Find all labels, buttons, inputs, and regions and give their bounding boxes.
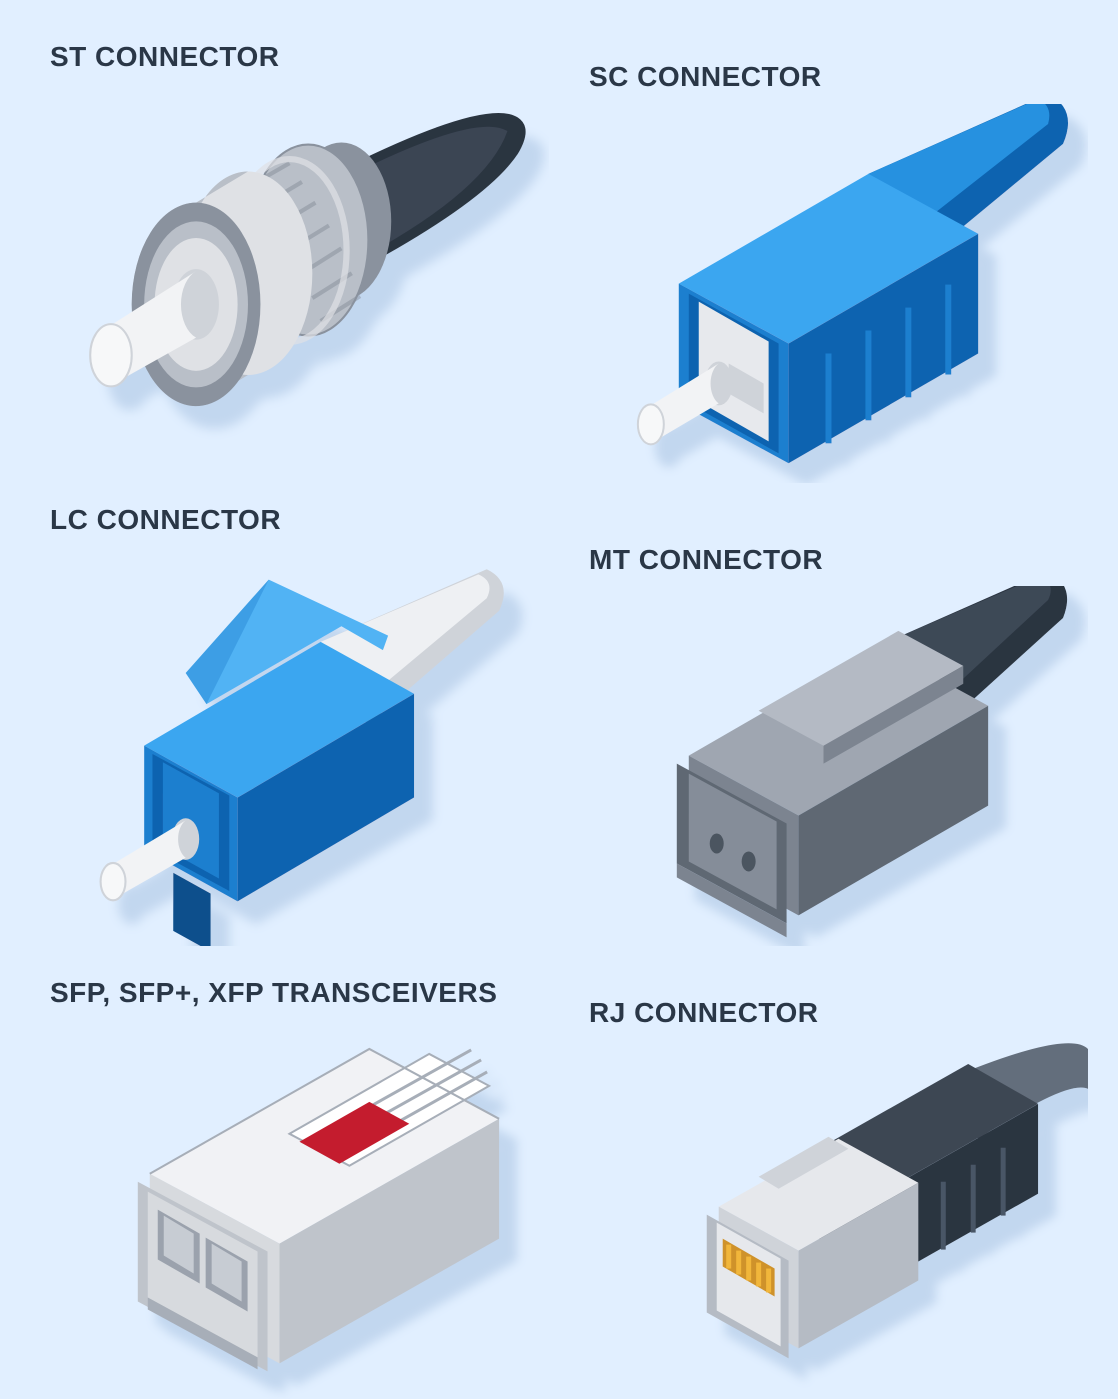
- illus-mt: [569, 586, 1088, 945]
- sfp-transceiver-icon: [30, 1009, 549, 1398]
- st-connector-icon: [30, 84, 549, 483]
- label-rj: RJ CONNECTOR: [589, 996, 819, 1030]
- cell-sc: SC CONNECTOR: [569, 40, 1088, 483]
- label-mt: MT CONNECTOR: [589, 543, 823, 577]
- rj-connector-icon: [569, 1039, 1088, 1398]
- illus-sfp: [30, 1009, 549, 1398]
- sc-connector-icon: [569, 104, 1088, 483]
- cell-sfp: SFP, SFP+, XFP TRANSCEIVERS: [30, 966, 549, 1399]
- illus-st: [30, 84, 549, 483]
- mt-connector-icon: [569, 586, 1088, 945]
- connector-grid: ST CONNECTOR: [0, 0, 1118, 1247]
- label-st: ST CONNECTOR: [50, 40, 280, 74]
- illus-lc: [30, 546, 549, 945]
- label-lc: LC CONNECTOR: [50, 503, 281, 537]
- cell-rj: RJ CONNECTOR: [569, 966, 1088, 1399]
- cell-st: ST CONNECTOR: [30, 40, 549, 483]
- illus-rj: [569, 1039, 1088, 1398]
- illus-sc: [569, 104, 1088, 483]
- lc-connector-icon: [30, 546, 549, 945]
- cell-mt: MT CONNECTOR: [569, 503, 1088, 946]
- cell-lc: LC CONNECTOR: [30, 503, 549, 946]
- label-sc: SC CONNECTOR: [589, 60, 822, 94]
- label-sfp: SFP, SFP+, XFP TRANSCEIVERS: [50, 976, 497, 1010]
